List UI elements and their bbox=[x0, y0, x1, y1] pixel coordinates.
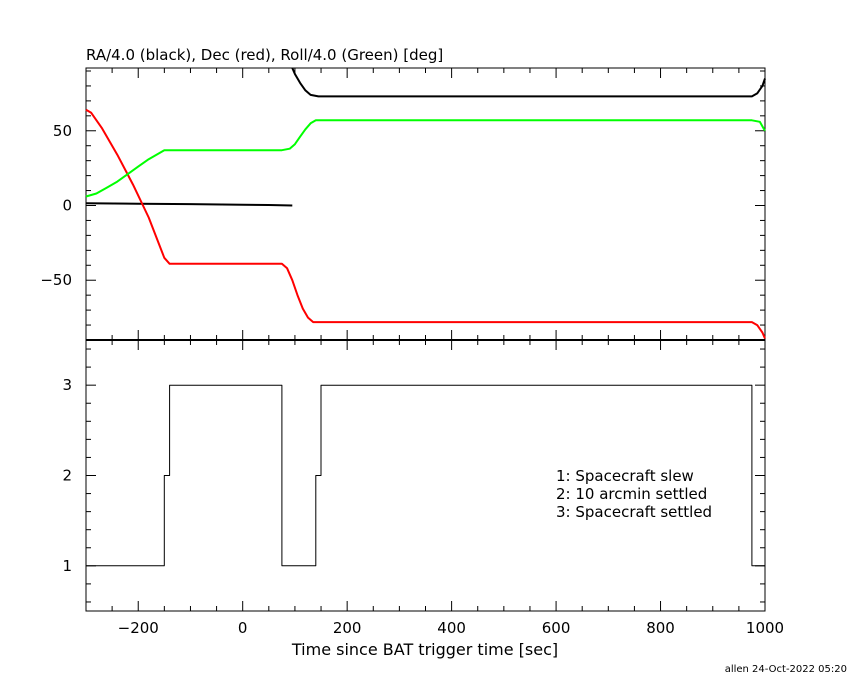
x-tick-label: 600 bbox=[542, 619, 571, 637]
y-tick-label: 0 bbox=[62, 196, 72, 214]
annotation-settled: 3: Spacecraft settled bbox=[556, 503, 712, 521]
x-tick-label: 1000 bbox=[746, 619, 784, 637]
y-tick-label: −50 bbox=[40, 271, 72, 289]
top-panel-y-ticks: −50 0 50 bbox=[40, 70, 765, 326]
x-axis-label: Time since BAT trigger time [sec] bbox=[291, 640, 558, 659]
x-tick-label: −200 bbox=[118, 619, 159, 637]
annotation-10-arcmin: 2: 10 arcmin settled bbox=[556, 485, 707, 503]
series-line-state bbox=[86, 384, 765, 567]
footer-stamp: allen 24-Oct-2022 05:20 bbox=[725, 664, 847, 675]
top-panel-title: RA/4.0 (black), Dec (red), Roll/4.0 (Gre… bbox=[86, 46, 443, 64]
series-line-ra_b bbox=[291, 67, 766, 98]
top-panel-series bbox=[85, 67, 766, 339]
y-tick-label: 50 bbox=[53, 122, 72, 140]
x-tick-label: 0 bbox=[238, 619, 248, 637]
y-tick-label: 3 bbox=[62, 376, 72, 394]
series-line-roll bbox=[85, 119, 766, 198]
top-panel-x-ticks bbox=[85, 68, 766, 340]
bottom-panel-series bbox=[86, 384, 765, 567]
series-line-ra_a bbox=[85, 202, 293, 207]
series-line-dec bbox=[85, 108, 766, 339]
x-tick-label: 800 bbox=[646, 619, 675, 637]
bottom-panel-x-ticks: −200 0 200 400 600 800 1000 bbox=[85, 340, 784, 637]
y-tick-label: 1 bbox=[62, 557, 72, 575]
y-tick-label: 2 bbox=[62, 467, 72, 485]
annotation-slew: 1: Spacecraft slew bbox=[556, 467, 694, 485]
x-tick-label: 200 bbox=[333, 619, 362, 637]
x-tick-label: 400 bbox=[437, 619, 466, 637]
